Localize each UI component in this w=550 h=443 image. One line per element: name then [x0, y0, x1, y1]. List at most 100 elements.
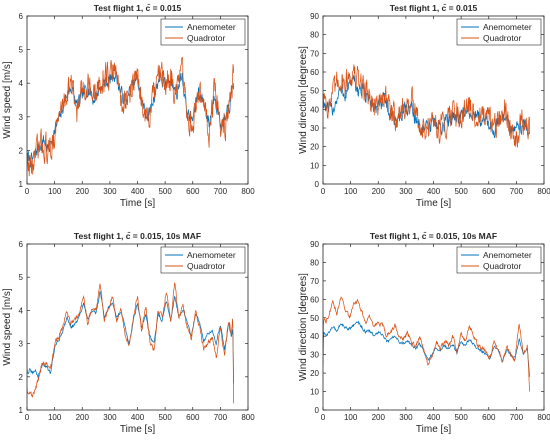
x-tick-label: 300 [399, 413, 413, 422]
x-tick-label: 0 [25, 187, 30, 196]
y-tick-label: 6 [19, 12, 24, 21]
x-tick-label: 800 [537, 413, 550, 422]
legend-box [456, 18, 542, 46]
y-tick-label: 80 [310, 31, 319, 40]
chart-title: Test flight 1, c̄ = 0.015, 10s MAF [74, 231, 201, 241]
y-tick-label: 30 [310, 351, 319, 360]
legend-entry: Quadrotor [187, 261, 225, 271]
y-tick-label: 50 [310, 87, 319, 96]
y-tick-label: 10 [310, 388, 319, 397]
y-tick-label: 5 [19, 46, 24, 55]
chart-1: 0 100 200 300 400 500 600 700 800 1 2 3 4 5 6 Test flig… [2, 3, 255, 209]
legend-entry: Anemometer [483, 250, 532, 260]
y-axis-label: Wind direction [degrees] [298, 46, 309, 154]
chart-4: 0 100 200 300 400 500 600 700 800 0 10 20 30 40 50 60 70… [298, 231, 550, 435]
legend-entry: Quadrotor [483, 261, 521, 271]
y-tick-label: 3 [19, 113, 24, 122]
y-tick-label: 3 [19, 340, 24, 349]
chart-3: 0 100 200 300 400 500 600 700 800 1 2 3 4 5 6 Test flig… [2, 231, 255, 435]
x-tick-label: 100 [344, 413, 358, 422]
y-tick-label: 40 [310, 105, 319, 114]
x-axis-label: Time [s] [416, 424, 451, 435]
legend-entry: Quadrotor [187, 33, 225, 43]
x-tick-label: 100 [344, 187, 358, 196]
x-tick-label: 600 [186, 187, 200, 196]
series-line-quadrotor [27, 56, 234, 177]
x-tick-label: 0 [25, 413, 30, 422]
y-tick-label: 70 [310, 277, 319, 286]
y-tick-label: 10 [310, 161, 319, 170]
y-tick-label: 5 [19, 273, 24, 282]
x-tick-label: 500 [454, 187, 468, 196]
x-axis-label: Time [s] [120, 198, 155, 209]
y-tick-label: 2 [19, 146, 24, 155]
x-tick-label: 400 [427, 413, 441, 422]
chart-title: Test flight 1, c̄ = 0.015, 10s MAF [370, 231, 497, 241]
y-tick-label: 2 [19, 373, 24, 382]
y-tick-label: 20 [310, 369, 319, 378]
y-tick-label: 80 [310, 258, 319, 267]
x-tick-label: 500 [158, 413, 172, 422]
series-line-quadrotor [323, 64, 530, 148]
x-tick-label: 100 [48, 187, 62, 196]
chart-title: Test flight 1, c̄ = 0.015 [94, 3, 182, 13]
series-line-anemometer [323, 320, 530, 377]
x-tick-label: 700 [214, 413, 228, 422]
x-tick-label: 700 [510, 187, 524, 196]
x-tick-label: 400 [427, 187, 441, 196]
y-tick-label: 1 [19, 180, 24, 189]
x-tick-label: 800 [241, 187, 255, 196]
x-tick-label: 200 [372, 413, 386, 422]
legend-entry: Anemometer [187, 250, 236, 260]
legend-entry: Anemometer [187, 22, 236, 32]
y-tick-label: 60 [310, 295, 319, 304]
legend-box [160, 18, 246, 46]
y-tick-label: 20 [310, 143, 319, 152]
y-tick-label: 6 [19, 240, 24, 249]
y-tick-label: 4 [19, 306, 24, 315]
x-tick-label: 800 [537, 187, 550, 196]
y-tick-label: 70 [310, 49, 319, 58]
x-tick-label: 0 [321, 413, 326, 422]
y-tick-label: 30 [310, 124, 319, 133]
x-tick-label: 400 [131, 187, 145, 196]
x-tick-label: 100 [48, 413, 62, 422]
y-tick-label: 60 [310, 68, 319, 77]
y-axis-label: Wind speed [m/s] [2, 288, 13, 365]
x-tick-label: 200 [76, 413, 90, 422]
series-line-quadrotor [27, 282, 234, 404]
x-tick-label: 700 [214, 187, 228, 196]
chart-2: 0 100 200 300 400 500 600 700 800 0 10 20 30 40 50 60 70… [298, 3, 550, 209]
legend-entry: Anemometer [483, 22, 532, 32]
legend-entry: Quadrotor [483, 33, 521, 43]
x-tick-label: 600 [482, 187, 496, 196]
series-line-quadrotor [323, 296, 530, 392]
y-tick-label: 4 [19, 79, 24, 88]
x-tick-label: 300 [103, 413, 117, 422]
y-tick-label: 40 [310, 332, 319, 341]
x-axis-label: Time [s] [416, 198, 451, 209]
y-tick-label: 0 [315, 406, 320, 415]
y-tick-label: 90 [310, 240, 319, 249]
x-tick-label: 200 [372, 187, 386, 196]
x-tick-label: 300 [103, 187, 117, 196]
y-tick-label: 90 [310, 12, 319, 21]
y-tick-label: 50 [310, 314, 319, 323]
x-tick-label: 700 [510, 413, 524, 422]
y-axis-label: Wind direction [degrees] [298, 273, 309, 381]
chart-title: Test flight 1, c̄ = 0.015 [390, 3, 478, 13]
x-tick-label: 200 [76, 187, 90, 196]
legend-box [456, 246, 542, 274]
x-tick-label: 500 [158, 187, 172, 196]
x-axis-label: Time [s] [120, 424, 155, 435]
y-tick-label: 1 [19, 406, 24, 415]
x-tick-label: 800 [241, 413, 255, 422]
x-tick-label: 600 [482, 413, 496, 422]
y-tick-label: 0 [315, 180, 320, 189]
x-tick-label: 600 [186, 413, 200, 422]
